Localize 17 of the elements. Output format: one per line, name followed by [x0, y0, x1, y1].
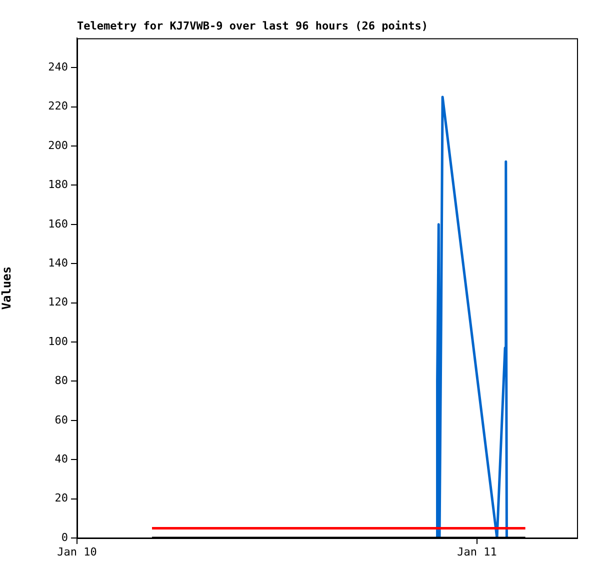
y-tick-label: 200	[48, 138, 68, 152]
y-axis-title: Values	[0, 266, 14, 310]
y-tick-label: 160	[48, 217, 68, 230]
y-tick-label: 0	[61, 530, 68, 544]
y-tick-label: 140	[48, 256, 68, 270]
y-tick-label: 20	[54, 492, 68, 505]
y-tick-label: 220	[48, 100, 68, 113]
x-tick-label: Jan 11	[457, 545, 497, 558]
y-tick-label: 180	[48, 178, 68, 192]
y-tick-label: 240	[48, 60, 68, 74]
y-tick-label: 40	[54, 452, 68, 466]
y-tick-label: 100	[48, 334, 68, 348]
chart-title: Telemetry for KJ7VWB-9 over last 96 hours (26 points)	[77, 19, 428, 32]
x-tick-label: Jan 10	[57, 545, 97, 558]
y-tick-label: 60	[54, 413, 68, 426]
y-tick-label: 80	[54, 374, 68, 388]
y-tick-label: 120	[48, 296, 68, 309]
